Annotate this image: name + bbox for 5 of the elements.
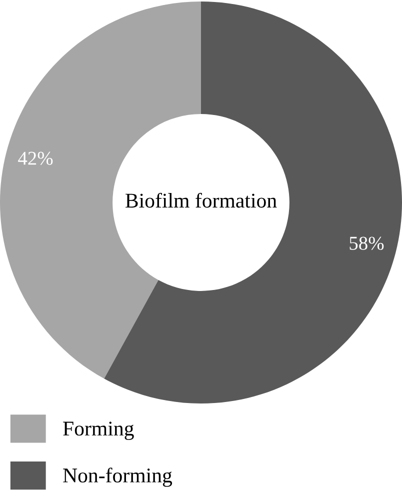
legend-label: Forming <box>63 422 134 440</box>
data-label: 58% <box>350 236 384 250</box>
data-label: 42% <box>18 152 53 165</box>
text: Biofilm formation <box>126 192 277 208</box>
legend-label: Non-forming <box>63 468 172 487</box>
